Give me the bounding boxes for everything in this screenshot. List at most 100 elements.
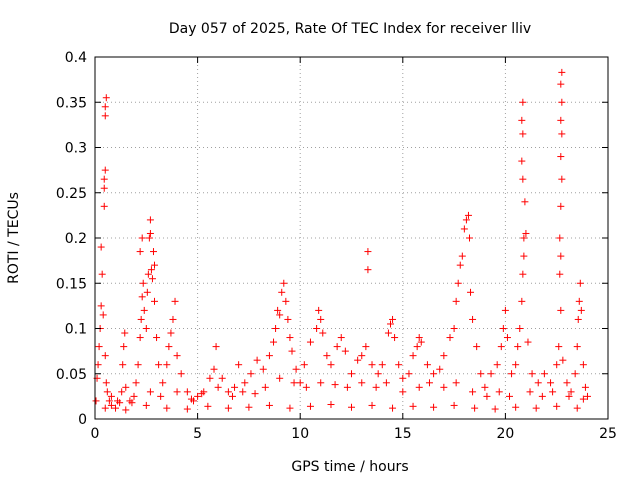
data-point <box>553 402 561 410</box>
data-point <box>473 343 481 351</box>
data-point <box>395 361 403 369</box>
x-tick-label: 25 <box>599 426 617 442</box>
data-point <box>292 365 300 373</box>
data-point <box>284 315 292 323</box>
y-tick-label: 0.4 <box>65 50 87 66</box>
y-tick-label: 0.15 <box>56 276 87 292</box>
data-point <box>272 325 280 332</box>
data-point <box>119 361 127 369</box>
data-point <box>409 352 417 360</box>
data-point <box>514 343 522 351</box>
data-point <box>405 370 413 378</box>
data-point <box>138 234 146 242</box>
data-point <box>499 325 507 332</box>
data-point <box>557 116 565 124</box>
data-point <box>348 370 355 378</box>
data-point <box>423 361 431 369</box>
data-point <box>206 374 214 382</box>
data-point <box>354 356 362 364</box>
data-point <box>153 334 161 342</box>
data-point <box>343 383 351 391</box>
data-point <box>132 379 140 387</box>
data-point <box>389 315 397 323</box>
data-point <box>136 248 144 256</box>
y-tick-label: 0.05 <box>56 367 87 383</box>
data-point <box>235 361 243 369</box>
data-point <box>114 397 122 405</box>
data-point <box>259 365 267 373</box>
data-point <box>100 175 108 183</box>
y-tick-label: 0.35 <box>56 95 87 111</box>
data-point <box>251 390 259 398</box>
data-point <box>358 352 366 360</box>
data-point <box>148 275 156 283</box>
data-point <box>241 379 249 387</box>
data-point <box>440 383 448 391</box>
data-point <box>224 404 232 412</box>
data-point <box>167 329 175 337</box>
x-tick-label: 15 <box>394 426 412 442</box>
data-point <box>177 370 185 378</box>
data-point <box>146 229 154 237</box>
data-point <box>571 370 579 378</box>
chart-title: Day 057 of 2025, Rate Of TEC Index for r… <box>169 21 531 37</box>
data-point <box>101 112 109 120</box>
data-point <box>528 370 536 378</box>
data-point <box>228 392 236 400</box>
data-point <box>130 392 138 400</box>
data-point <box>101 103 109 111</box>
data-point <box>583 392 591 400</box>
data-point <box>278 288 286 296</box>
data-point <box>556 234 564 242</box>
data-point <box>465 234 473 242</box>
x-axis-label: GPS time / hours <box>291 459 408 475</box>
data-point <box>556 270 564 278</box>
data-point <box>467 288 475 296</box>
y-tick-label: 0.3 <box>65 141 87 157</box>
data-point <box>362 343 370 351</box>
data-point <box>323 352 331 360</box>
data-point <box>198 390 206 398</box>
data-point <box>512 361 520 369</box>
data-point <box>497 343 505 351</box>
data-point <box>469 315 477 323</box>
data-point <box>224 388 232 396</box>
y-axis-label: ROTI / TECUs <box>6 192 22 284</box>
data-point <box>102 94 110 102</box>
data-point <box>101 352 109 360</box>
data-point <box>341 347 349 355</box>
data-point <box>358 379 366 387</box>
data-point <box>372 383 380 391</box>
data-point <box>143 288 151 296</box>
x-tick-label: 0 <box>91 426 100 442</box>
data-point <box>581 383 589 391</box>
data-point <box>558 130 566 138</box>
data-point <box>557 306 565 314</box>
data-point <box>142 325 150 332</box>
data-point <box>477 370 485 378</box>
data-point <box>94 361 102 369</box>
data-point <box>557 80 565 88</box>
data-point <box>317 315 325 323</box>
data-point <box>430 403 438 411</box>
data-point <box>122 383 130 391</box>
data-point <box>557 153 565 161</box>
data-point <box>163 361 171 369</box>
data-point <box>337 334 345 342</box>
data-point <box>563 379 571 387</box>
y-tick-label: 0.25 <box>56 186 87 202</box>
data-point <box>503 334 511 342</box>
data-point <box>368 361 376 369</box>
data-point <box>526 388 534 396</box>
data-point <box>456 261 464 269</box>
x-tick-label: 5 <box>193 426 202 442</box>
data-point <box>231 383 239 391</box>
data-point <box>430 370 438 378</box>
data-point <box>519 130 527 138</box>
data-point <box>270 338 278 346</box>
data-point <box>288 347 296 355</box>
data-point <box>567 388 575 396</box>
data-point <box>107 392 115 400</box>
data-point <box>481 383 489 391</box>
